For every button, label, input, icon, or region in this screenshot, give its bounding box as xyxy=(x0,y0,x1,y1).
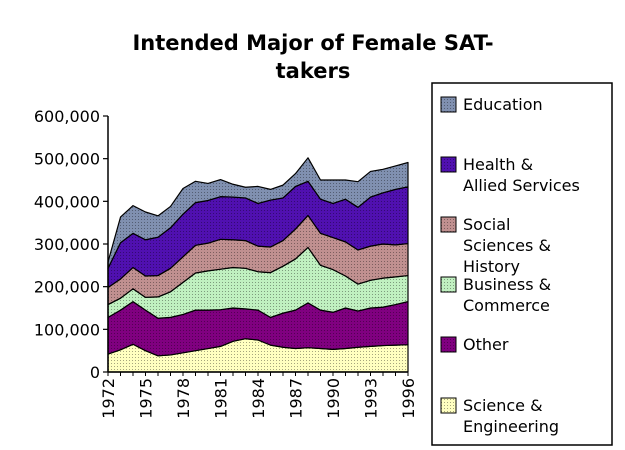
legend-swatch xyxy=(440,156,457,173)
legend-box xyxy=(431,82,613,446)
y-tick-label: 0 xyxy=(90,363,100,382)
y-tick-label: 300,000 xyxy=(34,235,100,254)
y-tick-label: 400,000 xyxy=(34,192,100,211)
area-series-education xyxy=(107,157,409,269)
legend: Education Health & Allied Services Social Sc… xyxy=(431,82,613,446)
legend-label: Social Sciences & History xyxy=(463,215,551,276)
legend-swatch xyxy=(440,336,457,353)
x-tick-label: 1990 xyxy=(324,378,343,419)
chart-title: Intended Major of Female SAT-takers xyxy=(132,31,493,83)
plot-area xyxy=(107,157,409,373)
x-tick-label: 1978 xyxy=(174,378,193,419)
axes: 0 100,000 200,000 300,000 400,000 500,000 600,… xyxy=(34,107,418,419)
legend-label: Other xyxy=(463,335,509,354)
x-tick-label: 1987 xyxy=(287,378,306,419)
legend-swatch xyxy=(440,96,457,113)
legend-swatch xyxy=(440,397,457,414)
y-tick-label: 500,000 xyxy=(34,150,100,169)
y-tick-label: 600,000 xyxy=(34,107,100,126)
legend-label: Health & Allied Services xyxy=(463,155,580,195)
x-tick-label: 1993 xyxy=(362,378,381,419)
legend-swatch xyxy=(440,276,457,293)
x-tick-label: 1975 xyxy=(137,378,156,419)
x-tick-label: 1996 xyxy=(399,378,418,419)
legend-label: Business & Commerce xyxy=(463,275,551,315)
legend-swatch xyxy=(440,216,457,233)
x-tick-label: 1984 xyxy=(249,378,268,419)
x-tick-label: 1981 xyxy=(212,378,231,419)
chart-title-line: Intended Major of Female SAT- xyxy=(132,31,493,55)
legend-label: Science & Engineering xyxy=(463,396,559,436)
chart-title-line: takers xyxy=(276,59,351,83)
y-tick-label: 100,000 xyxy=(34,320,100,339)
x-tick-label: 1972 xyxy=(99,378,118,419)
y-tick-label: 200,000 xyxy=(34,278,100,297)
legend-label: Education xyxy=(463,95,543,114)
